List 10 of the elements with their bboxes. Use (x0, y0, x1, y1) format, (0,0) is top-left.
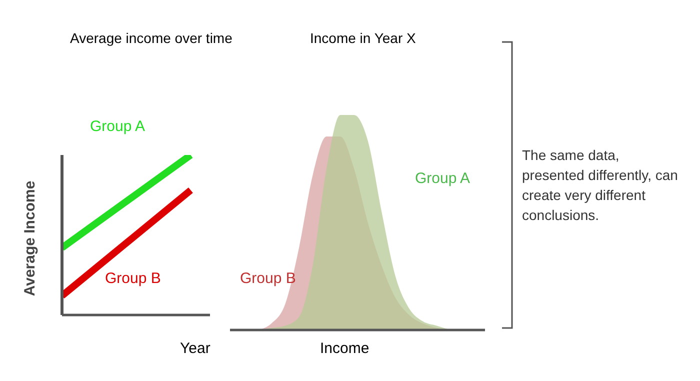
chart-title: Average income over time (70, 30, 232, 46)
text: Group A (415, 170, 470, 187)
x-axis-title: Income (320, 340, 370, 357)
text: Group A (90, 118, 146, 135)
text: The same data, presented differently, can create very different conclusions. (522, 146, 679, 225)
y-axis-title: Average Income (22, 180, 38, 298)
x-axis-title: Year (180, 340, 210, 357)
series-label: Group B (105, 270, 161, 287)
chart-title: Income in Year X (310, 30, 416, 46)
series-label: Group B (240, 270, 296, 287)
